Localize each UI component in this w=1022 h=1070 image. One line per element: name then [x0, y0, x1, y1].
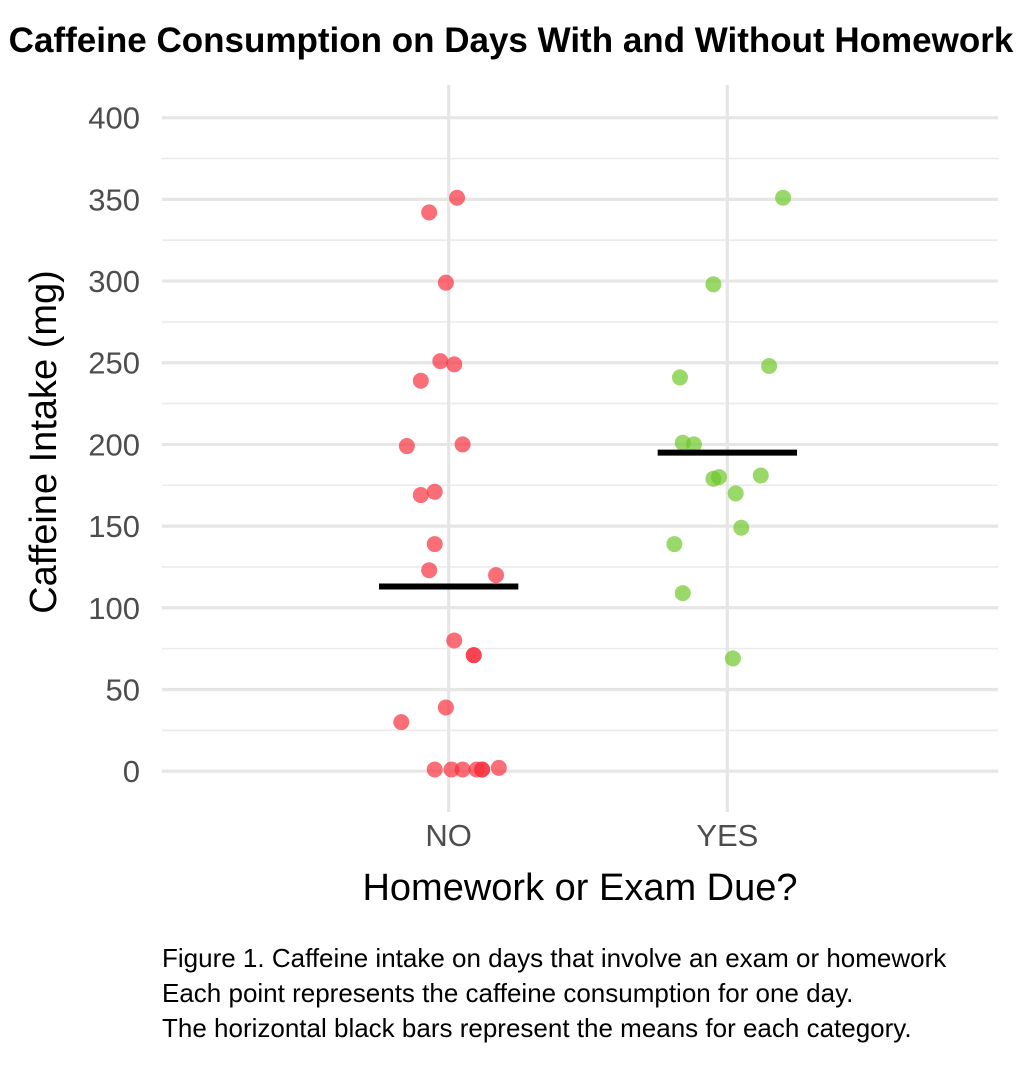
data-point: [761, 357, 778, 374]
data-point: [733, 519, 750, 536]
x-axis-label: Homework or Exam Due?: [362, 867, 797, 909]
data-point: [490, 759, 507, 776]
data-point: [752, 467, 769, 484]
data-point: [454, 761, 471, 778]
data-point: [437, 699, 454, 716]
data-point: [474, 761, 491, 778]
x-tick-label: YES: [696, 818, 758, 853]
y-tick-label: 50: [106, 672, 140, 707]
y-tick-label: 150: [88, 509, 140, 544]
data-point: [666, 536, 683, 553]
data-point: [724, 650, 741, 667]
y-axis-ticks: 0 50 100 150 200 250 300 350 400: [88, 101, 140, 789]
y-tick-label: 250: [88, 346, 140, 381]
data-point: [393, 714, 410, 731]
data-point: [710, 469, 727, 486]
data-point: [398, 438, 415, 455]
data-point: [449, 189, 466, 206]
mean-bars: [379, 449, 797, 590]
x-tick-label: NO: [425, 818, 472, 853]
data-point: [443, 761, 460, 778]
data-point: [446, 632, 463, 649]
y-tick-label: 100: [88, 591, 140, 626]
grid-lines: [162, 85, 998, 812]
data-point: [426, 536, 443, 553]
data-point: [775, 189, 792, 206]
y-tick-label: 400: [88, 101, 140, 136]
data-point: [454, 436, 471, 453]
y-tick-label: 300: [88, 264, 140, 299]
y-tick-label: 350: [88, 182, 140, 217]
y-tick-label: 0: [123, 754, 140, 789]
data-point: [426, 761, 443, 778]
data-point: [412, 372, 429, 389]
data-point: [437, 274, 454, 291]
data-point: [465, 647, 482, 664]
data-point: [671, 369, 688, 386]
y-axis-label: Caffeine Intake (mg): [23, 270, 65, 614]
data-point: [421, 562, 438, 579]
caption-line-1: Figure 1. Caffeine intake on days that i…: [162, 943, 947, 973]
y-tick-label: 200: [88, 427, 140, 462]
data-point: [488, 567, 505, 584]
figure-caption: Figure 1. Caffeine intake on days that i…: [162, 943, 947, 1043]
chart-title: Caffeine Consumption on Days With and Wi…: [9, 21, 1014, 60]
data-point: [432, 353, 449, 370]
data-point: [421, 204, 438, 221]
data-point: [705, 276, 722, 293]
caption-line-2: Each point represents the caffeine consu…: [162, 978, 853, 1008]
data-point: [412, 487, 429, 504]
data-points: [393, 189, 792, 778]
data-point: [446, 356, 463, 373]
x-axis-ticks: NO YES: [425, 818, 758, 853]
data-point: [426, 483, 443, 500]
caption-line-3: The horizontal black bars represent the …: [162, 1013, 912, 1043]
data-point: [674, 585, 691, 602]
data-point: [727, 485, 744, 502]
data-point: [685, 436, 702, 453]
